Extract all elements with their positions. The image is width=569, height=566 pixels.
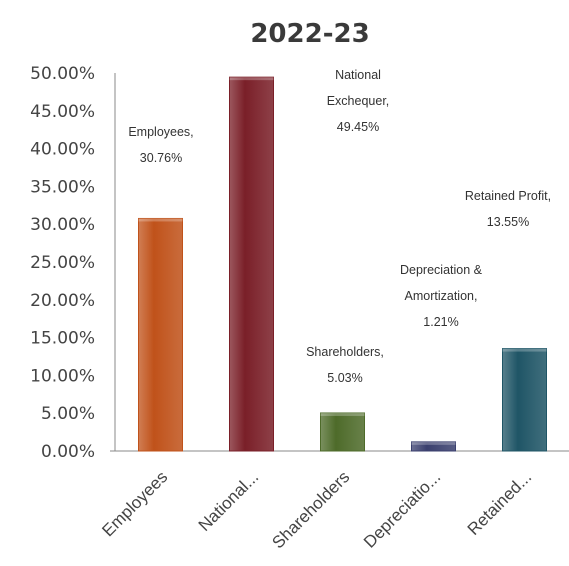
y-tick-label: 45.00% xyxy=(30,102,95,122)
bar-retained xyxy=(502,348,547,452)
y-tick-label: 0.00% xyxy=(41,442,95,462)
y-tick-label: 50.00% xyxy=(30,64,95,84)
y-tick-label: 20.00% xyxy=(30,291,95,311)
y-axis-ticks: 0.00% 5.00% 10.00% 15.00% 20.00% 25.00% 30.00%… xyxy=(30,64,95,462)
bar-highlight xyxy=(502,348,547,352)
x-tick-label: National... xyxy=(195,467,263,535)
bar-national xyxy=(229,76,274,452)
y-tick-label: 40.00% xyxy=(30,140,95,160)
bar-shareholders xyxy=(320,412,365,452)
x-tick-label: Employees xyxy=(98,467,171,540)
x-tick-label: Depreciatio... xyxy=(360,467,444,551)
bar-depreciatio xyxy=(411,441,456,452)
bar-employees xyxy=(138,217,183,452)
y-tick-label: 15.00% xyxy=(30,329,95,349)
x-tick-label: Shareholders xyxy=(268,467,353,552)
y-tick-label: 10.00% xyxy=(30,366,95,386)
data-label: Retained Profit, 13.55% xyxy=(465,189,551,229)
chart-title: 2022-23 xyxy=(250,19,369,49)
data-labels: Employees, 30.76% National Exchequer, 49.45%… xyxy=(128,68,551,385)
bars xyxy=(138,76,547,452)
bar-highlight xyxy=(229,77,274,81)
x-axis-ticks: Employees National... Shareholders Deprecia… xyxy=(98,467,535,552)
y-tick-label: 5.00% xyxy=(41,404,95,424)
y-tick-label: 35.00% xyxy=(30,177,95,197)
data-label: Depreciation & Amortization, 1.21% xyxy=(400,263,483,329)
bar-highlight xyxy=(411,441,456,445)
x-tick-label: Retained... xyxy=(464,467,536,539)
bar-highlight xyxy=(320,412,365,416)
data-label: National Exchequer, 49.45% xyxy=(327,68,390,134)
bar-highlight xyxy=(138,218,183,222)
data-label: Shareholders, 5.03% xyxy=(306,345,384,385)
y-tick-label: 25.00% xyxy=(30,253,95,273)
y-tick-label: 30.00% xyxy=(30,215,95,235)
data-label: Employees, 30.76% xyxy=(128,125,193,165)
